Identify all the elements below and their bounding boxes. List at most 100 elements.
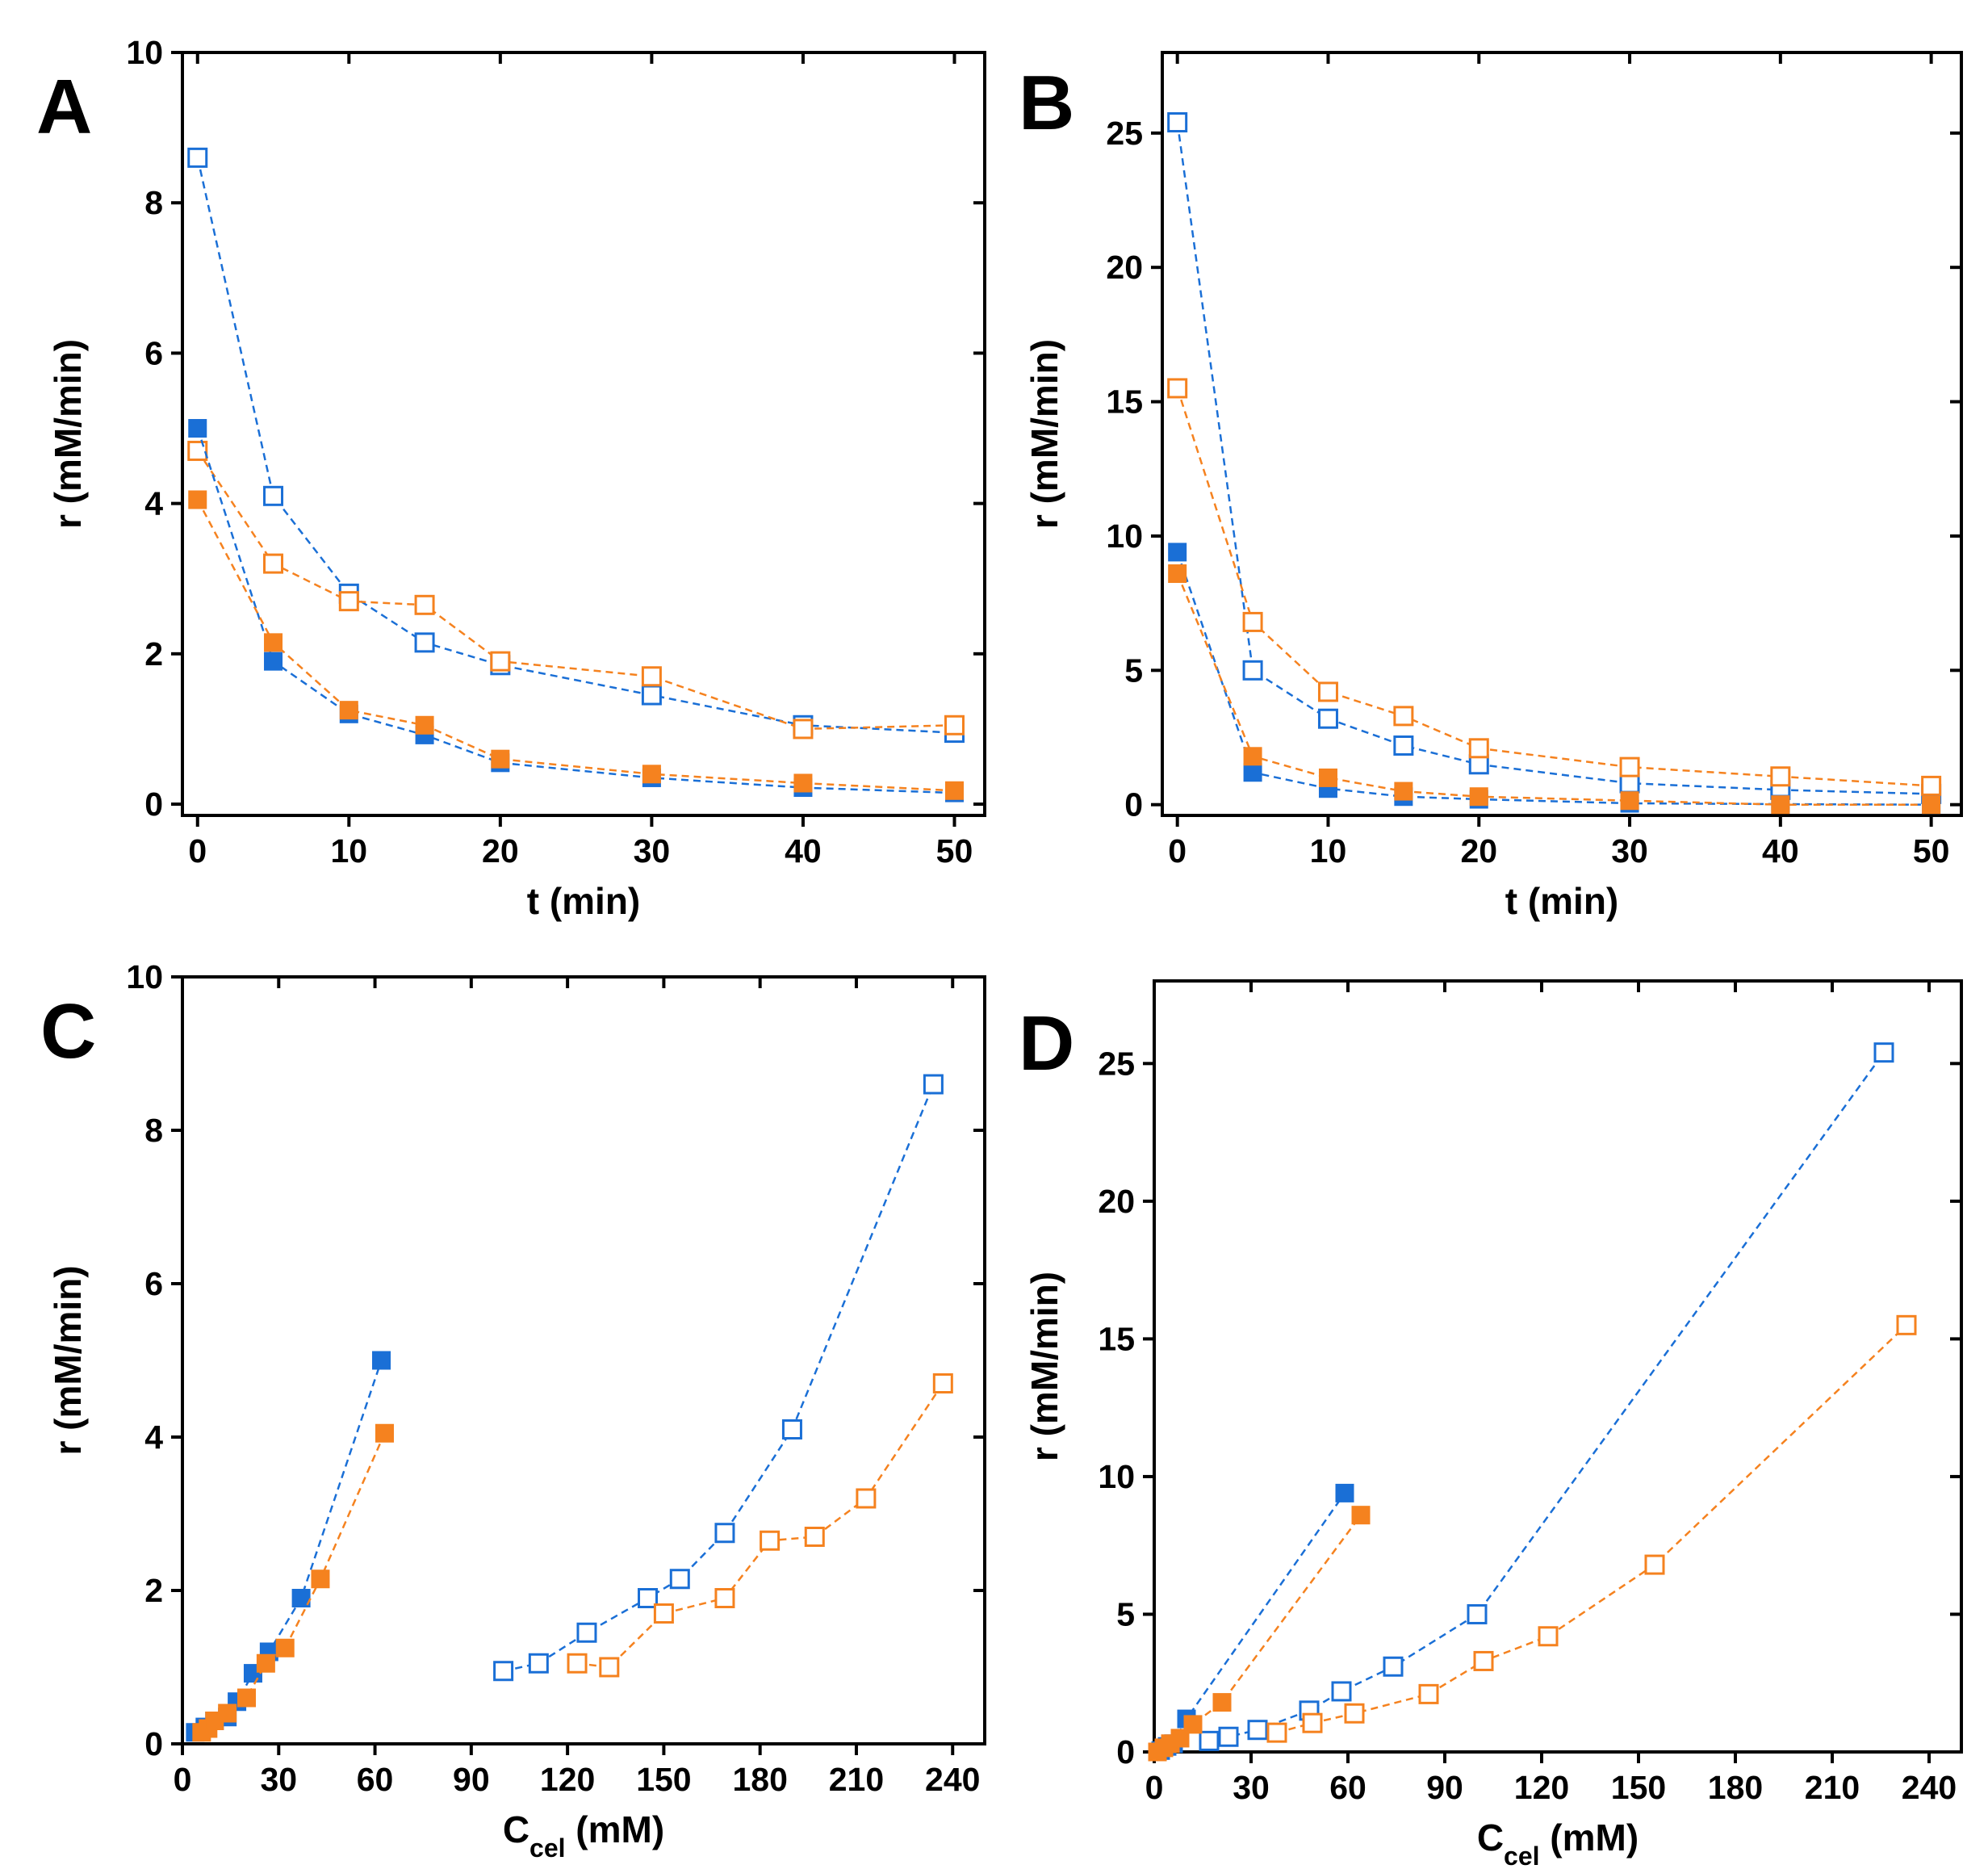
series-line (196, 450, 955, 731)
panel-a: 0 10 20 30 40 50 0 2 4 6 8 10 At (min) r (mM/min) (36, 34, 986, 922)
x-tick-label: 30 (1233, 1769, 1270, 1806)
y-tick-label: 8 (144, 184, 163, 221)
data-point (1243, 763, 1262, 782)
data-point (1218, 1726, 1239, 1747)
data-point (638, 1588, 659, 1608)
plot-frame (181, 51, 986, 817)
series-line (576, 1382, 944, 1669)
data-point (275, 1638, 295, 1657)
data-point (528, 1653, 549, 1674)
data-point (1242, 660, 1263, 681)
series-blue-open (1167, 112, 1942, 804)
data-point (714, 1588, 735, 1608)
x-tick-label: 210 (829, 1761, 884, 1798)
data-point (263, 485, 284, 506)
y-tick-label: 0 (1116, 1733, 1135, 1771)
data-point (1335, 1483, 1354, 1502)
data-point (1183, 1715, 1203, 1734)
data-point (1473, 1650, 1494, 1671)
data-point (1394, 782, 1413, 801)
data-point (1351, 1506, 1371, 1525)
x-axis-title: Ccel (mM) (1477, 1817, 1639, 1869)
y-tick-label: 0 (1124, 786, 1143, 823)
panel-letter: D (1019, 1000, 1074, 1087)
data-point (1538, 1626, 1559, 1647)
data-point (1243, 747, 1262, 766)
data-point (1921, 775, 1942, 796)
data-point (237, 1688, 257, 1708)
x-tick-label: 10 (1310, 832, 1347, 870)
x-tick-label: 180 (1708, 1769, 1763, 1806)
data-point (1212, 1693, 1232, 1712)
data-point (311, 1569, 330, 1589)
y-tick-label: 10 (1106, 518, 1143, 555)
data-point (760, 1530, 781, 1551)
series-orange-open (1266, 1314, 1917, 1743)
data-point (1199, 1730, 1220, 1751)
data-point (187, 440, 208, 461)
data-point (932, 1373, 953, 1393)
plot-frame (181, 975, 986, 1745)
data-point (187, 147, 208, 168)
data-point (1168, 564, 1187, 584)
data-point (490, 651, 511, 672)
data-point (641, 666, 662, 687)
data-point (1317, 681, 1338, 702)
y-tick-label: 25 (1106, 115, 1143, 152)
y-tick-label: 10 (1098, 1458, 1135, 1495)
x-tick-label: 0 (1168, 832, 1187, 870)
series-orange-filled (1148, 1506, 1371, 1762)
x-tick-label: 10 (330, 832, 367, 870)
y-tick-label: 20 (1106, 249, 1143, 286)
data-point (567, 1653, 588, 1674)
data-point (1468, 738, 1489, 759)
data-point (291, 1589, 311, 1607)
series-line (1276, 1324, 1907, 1734)
x-tick-label: 150 (636, 1761, 691, 1798)
series-line (1176, 573, 1931, 806)
y-tick-label: 10 (126, 958, 163, 995)
data-point (793, 719, 814, 740)
series-blue-filled (188, 419, 964, 802)
x-axis-title: Ccel (mM) (503, 1808, 664, 1863)
y-tick-label: 0 (144, 1725, 163, 1762)
x-tick-label: 60 (1329, 1769, 1366, 1806)
y-tick-label: 8 (144, 1112, 163, 1149)
data-point (1168, 543, 1187, 562)
y-axis-title: r (mM/min) (47, 339, 89, 529)
y-tick-label: 4 (144, 485, 163, 522)
data-point (944, 781, 964, 800)
series-line (503, 1083, 935, 1673)
x-tick-label: 90 (1426, 1769, 1463, 1806)
y-tick-label: 5 (1124, 652, 1143, 689)
series-orange-filled (1168, 564, 1941, 815)
series-line (1176, 551, 1931, 806)
x-tick-label: 30 (260, 1761, 297, 1798)
y-tick-label: 2 (144, 635, 163, 673)
data-point (1167, 378, 1188, 399)
data-point (1318, 768, 1337, 787)
data-point (414, 632, 435, 653)
series-line (201, 1432, 386, 1733)
panel-letter: C (40, 988, 96, 1075)
data-point (264, 652, 283, 671)
y-axis-title: r (mM/min) (47, 1265, 89, 1455)
series-line (196, 157, 955, 734)
y-tick-label: 2 (144, 1572, 163, 1609)
y-tick-label: 5 (1116, 1595, 1135, 1632)
x-tick-label: 240 (925, 1761, 980, 1798)
series-orange-open (1167, 378, 1942, 796)
data-point (375, 1423, 394, 1443)
y-tick-label: 15 (1098, 1320, 1135, 1357)
data-point (653, 1603, 674, 1624)
data-point (339, 701, 358, 720)
data-point (599, 1657, 620, 1678)
series-orange-open (187, 440, 965, 740)
series-blue-filled (186, 1351, 391, 1742)
x-tick-label: 60 (357, 1761, 394, 1798)
series-line (195, 1360, 383, 1733)
data-point (923, 1074, 944, 1095)
plot-frame (1161, 51, 1963, 817)
data-point (338, 591, 359, 612)
